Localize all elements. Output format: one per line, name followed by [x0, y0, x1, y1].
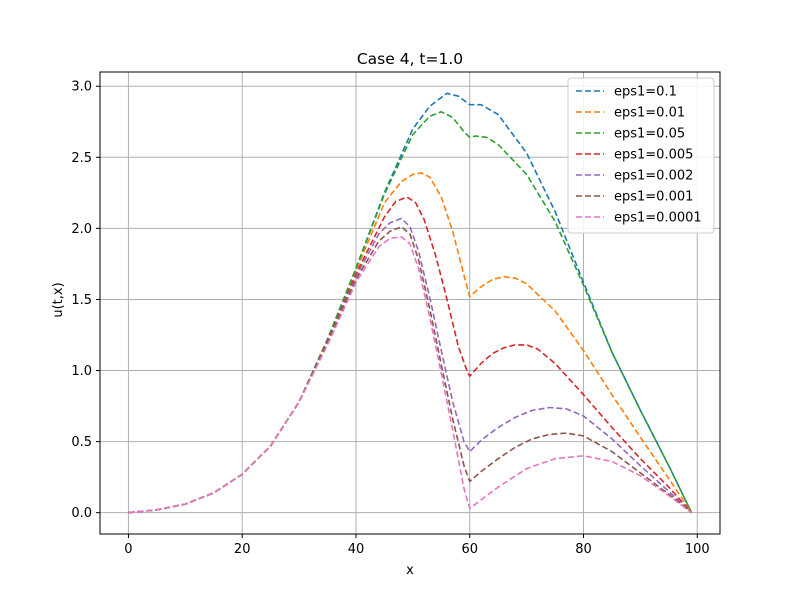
legend-label: eps1=0.1 — [614, 85, 677, 100]
y-tick-label: 0.0 — [71, 506, 92, 521]
axis-ticks: 0 20 40 60 80 100 0.0 0.5 1.0 1.5 2.0 2.5 3.0 — [71, 80, 709, 557]
y-tick-label: 1.5 — [71, 293, 92, 308]
legend-label: eps1=0.002 — [614, 169, 693, 184]
series-line-0 — [128, 92, 693, 514]
y-tick-label: 2.0 — [71, 222, 92, 237]
series-lines — [128, 92, 693, 514]
x-tick-label: 40 — [348, 542, 365, 557]
x-axis-label: x — [406, 563, 414, 578]
legend-label: eps1=0.001 — [614, 190, 693, 205]
legend-box — [567, 77, 715, 234]
y-tick-label: 2.5 — [71, 151, 92, 166]
legend-label: eps1=0.01 — [614, 106, 685, 121]
chart-title: Case 4, t=1.0 — [357, 50, 463, 68]
x-tick-label: 100 — [685, 542, 710, 557]
x-tick-label: 60 — [461, 542, 478, 557]
x-tick-label: 80 — [575, 542, 592, 557]
x-tick-label: 0 — [124, 542, 132, 557]
y-tick-label: 0.5 — [71, 435, 92, 450]
y-tick-label: 3.0 — [71, 80, 92, 95]
x-tick-label: 20 — [234, 542, 251, 557]
legend-label: eps1=0.05 — [614, 127, 685, 142]
legend: eps1=0.1 eps1=0.01 eps1=0.05 eps1=0.005 eps1… — [567, 77, 715, 234]
plot-area-frame — [99, 71, 721, 535]
series-line-6 — [128, 236, 693, 514]
y-axis-label: u(t,x) — [51, 282, 66, 317]
legend-label: eps1=0.0001 — [614, 211, 702, 226]
legend-label: eps1=0.005 — [614, 148, 693, 163]
y-tick-label: 1.0 — [71, 364, 92, 379]
